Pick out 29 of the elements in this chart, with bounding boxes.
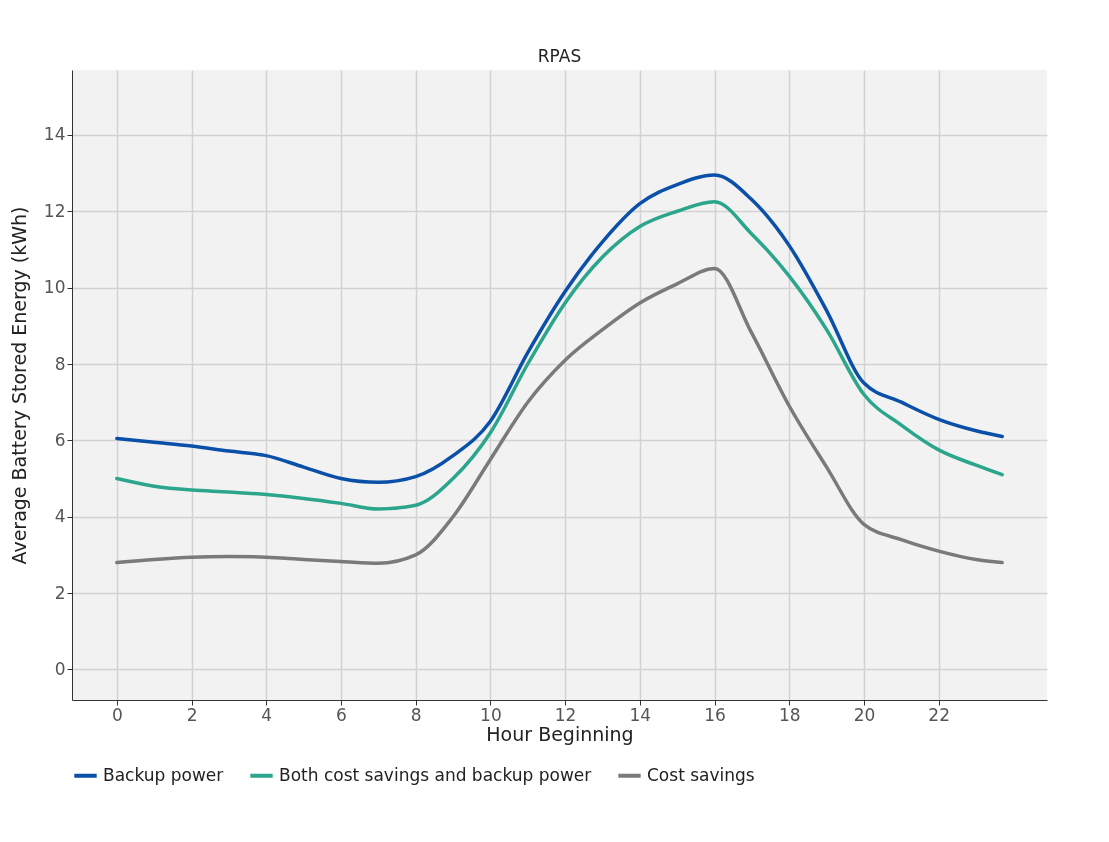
x-tick-label: 20	[853, 704, 876, 725]
x-tick-label: 0	[111, 704, 123, 725]
line-series	[115, 173, 1004, 485]
x-tick-label: 16	[704, 704, 726, 725]
x-axis-title: Hour Beginning	[486, 722, 634, 745]
x-tick-label: 10	[480, 704, 502, 725]
x-tick-label: 4	[261, 704, 273, 725]
x-tick-label: 12	[554, 704, 577, 725]
y-tick-label: 10	[43, 277, 66, 298]
x-tick-label: 6	[336, 704, 347, 725]
y-tick-label: 12	[43, 200, 66, 221]
x-tick-label: 2	[186, 704, 198, 725]
y-tick-label: 4	[54, 506, 66, 527]
y-tick-label: 14	[43, 124, 66, 145]
x-tick-label: 14	[629, 704, 652, 725]
x-tick-label: 8	[410, 704, 422, 725]
chart-title: RPAS	[537, 46, 582, 66]
legend-label: Backup power	[103, 764, 224, 785]
legend-label: Cost savings	[647, 764, 755, 785]
y-tick-label: 2	[54, 582, 66, 603]
line-series	[115, 199, 1004, 511]
y-tick-label: 8	[54, 353, 66, 374]
y-tick-label: 6	[54, 429, 66, 450]
x-tick-label: 22	[928, 704, 950, 725]
x-tick-label: 18	[778, 704, 801, 725]
line-series	[115, 266, 1004, 566]
y-axis-title: Average Battery Stored Energy (kWh)	[7, 206, 30, 565]
y-tick-label: 0	[54, 658, 66, 679]
legend-label: Both cost savings and backup power	[279, 764, 592, 785]
